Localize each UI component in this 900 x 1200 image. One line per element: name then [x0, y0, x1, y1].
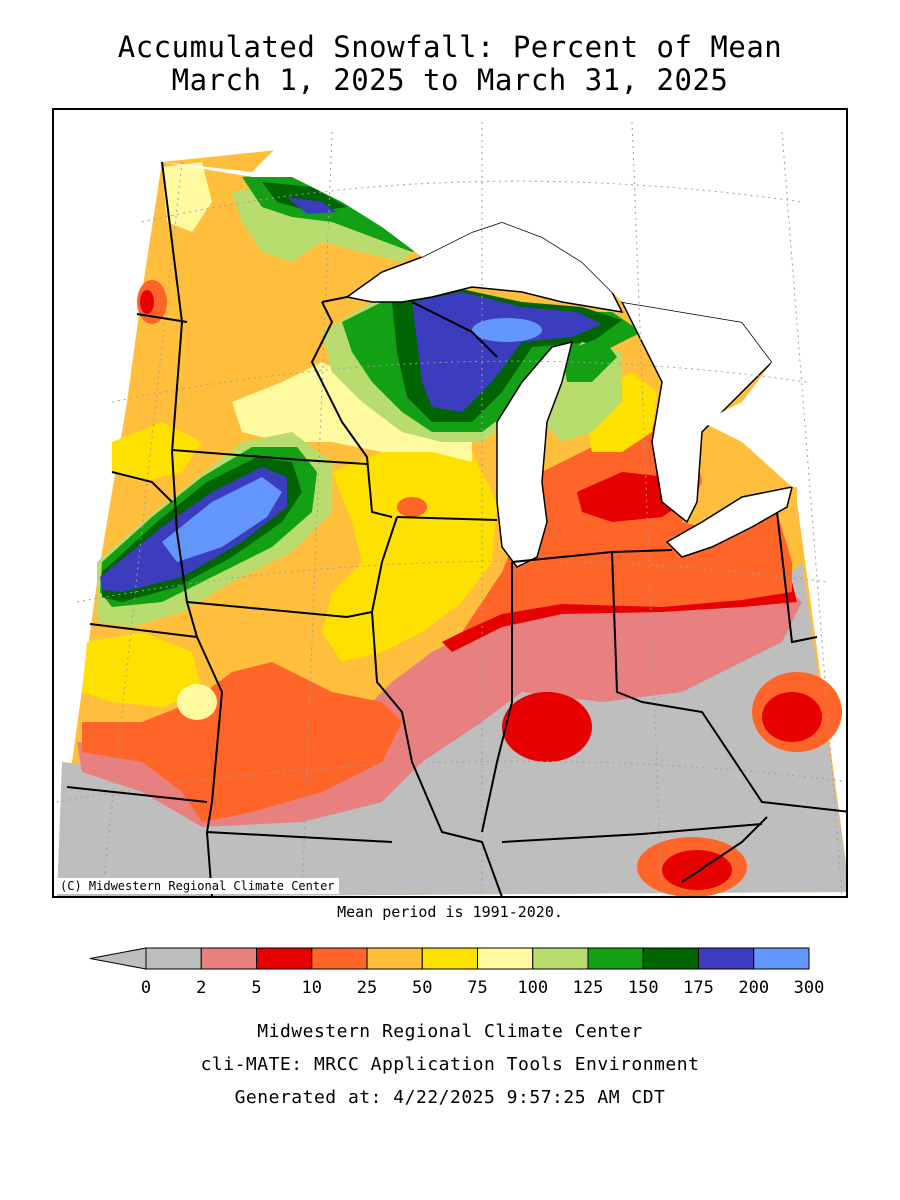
contour-175-200-north: [287, 197, 337, 214]
legend-tick-label: 2: [196, 978, 206, 998]
legend-arrow: [89, 947, 147, 970]
legend-swatch: [145, 947, 202, 970]
legend-tick-label: 175: [683, 978, 714, 998]
legend-swatch: [642, 947, 699, 970]
legend-swatch: [311, 947, 368, 970]
legend-swatch: [532, 947, 589, 970]
copyright-label: (C) Midwestern Regional Climate Center: [56, 878, 339, 894]
contour-200-300-wisconsin: [472, 318, 542, 342]
contour-50-75-central: [322, 442, 497, 662]
legend-swatch: [753, 947, 810, 970]
legend-tick-label: 75: [467, 978, 487, 998]
map-title: Accumulated Snowfall: Percent of Mean: [117, 30, 783, 64]
legend-swatch: [366, 947, 423, 970]
legend-tick-label: 50: [412, 978, 432, 998]
legend-swatch: [421, 947, 478, 970]
state-boundaries: [66, 161, 846, 896]
contour-175-200-wisconsin: [412, 292, 602, 412]
snowfall-map-canvas: [54, 110, 846, 896]
contour-50-75-southwest: [82, 632, 202, 707]
contour-125-150-michigan: [562, 337, 617, 382]
contour-5-10-indiana: [502, 692, 592, 762]
contour-5-10-northwest: [140, 290, 154, 314]
legend-tick-label: 25: [357, 978, 377, 998]
footer-organization: Midwestern Regional Climate Center: [257, 1021, 643, 1042]
lake-erie: [665, 486, 794, 558]
legend-tick-label: 200: [738, 978, 769, 998]
legend-tick-label: 150: [628, 978, 659, 998]
contour-50-75-west: [112, 422, 202, 482]
contour-200-300-iowa: [162, 477, 282, 562]
lake-michigan: [496, 340, 574, 568]
legend-tick-label: 5: [251, 978, 261, 998]
canada-no-data: [162, 112, 846, 492]
contour-10-25-illinois: [397, 497, 427, 517]
legend-swatch: [698, 947, 755, 970]
footer-generated-time: Generated at: 4/22/2025 9:57:25 AM CDT: [234, 1087, 666, 1108]
legend-tick-label: 125: [573, 978, 604, 998]
contour-5-10-ohio: [762, 692, 822, 742]
legend-tick-label: 300: [794, 978, 825, 998]
contour-75-100-north: [162, 162, 212, 232]
legend-swatch: [477, 947, 534, 970]
snowfall-map: (C) Midwestern Regional Climate Center: [52, 108, 848, 898]
footer-tool-name: cli-MATE: MRCC Application Tools Environ…: [200, 1054, 700, 1075]
contour-10-25-southwest: [82, 662, 402, 822]
legend-swatch: [200, 947, 257, 970]
legend-tick-label: 100: [517, 978, 548, 998]
legend-swatch: [587, 947, 644, 970]
contour-10-25-east: [462, 422, 792, 632]
legend-swatch: [256, 947, 313, 970]
legend-tick-label: 10: [302, 978, 322, 998]
map-date-range: March 1, 2025 to March 31, 2025: [171, 63, 729, 97]
color-legend: 0 2 5 10 25 50 75 100 125 150 175 200 300: [89, 947, 825, 998]
mean-period-note: Mean period is 1991-2020.: [337, 903, 563, 921]
legend-tick-label: 0: [141, 978, 151, 998]
contour-75-100-southwest: [177, 684, 217, 720]
